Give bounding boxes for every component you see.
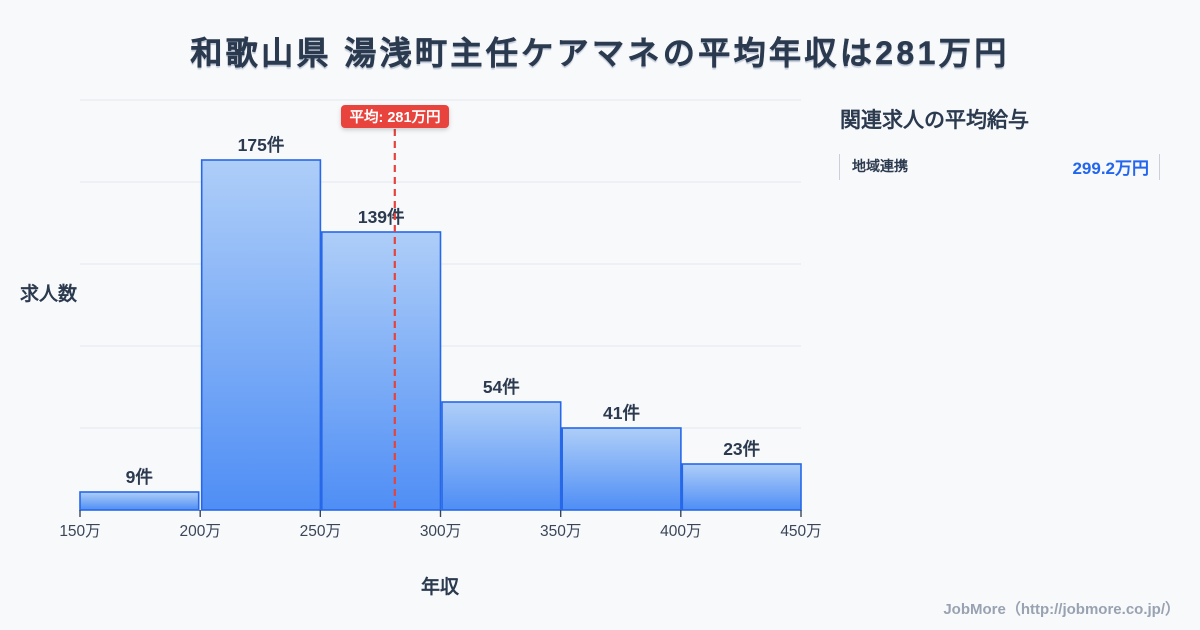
svg-text:175件: 175件 [238,135,285,155]
svg-text:54件: 54件 [483,377,520,397]
svg-text:23件: 23件 [723,439,760,459]
svg-text:9件: 9件 [126,467,154,487]
svg-text:200万: 200万 [180,523,221,540]
svg-text:139件: 139件 [358,207,405,227]
svg-text:41件: 41件 [603,403,640,423]
svg-text:450万: 450万 [780,523,821,540]
svg-text:400万: 400万 [660,523,701,540]
svg-text:350万: 350万 [540,523,581,540]
svg-text:250万: 250万 [300,523,341,540]
svg-text:平均: 281万円: 平均: 281万円 [349,108,440,126]
svg-text:300万: 300万 [420,523,461,540]
svg-text:150万: 150万 [59,523,100,540]
